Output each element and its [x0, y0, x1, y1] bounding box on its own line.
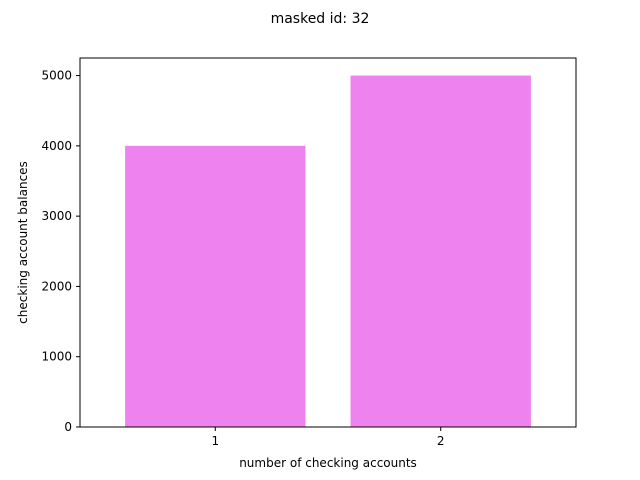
bar-1 — [125, 145, 306, 427]
y-axis: 0 1000 2000 3000 4000 5000 — [41, 69, 80, 434]
y-tick-label: 3000 — [41, 209, 72, 223]
x-tick-label: 1 — [211, 434, 219, 448]
y-tick-label: 0 — [64, 420, 72, 434]
y-tick-label: 5000 — [41, 69, 72, 83]
y-tick-label: 2000 — [41, 279, 72, 293]
bars-group — [125, 75, 531, 428]
x-tick-label: 2 — [437, 434, 445, 448]
y-tick-label: 4000 — [41, 139, 72, 153]
bar-2 — [350, 75, 531, 428]
plot-frame — [79, 57, 577, 428]
x-axis-label: number of checking accounts — [239, 456, 417, 470]
chart-title: masked id: 32 — [271, 11, 370, 27]
y-tick-label: 1000 — [41, 350, 72, 364]
y-axis-label: checking account balances — [16, 161, 30, 324]
